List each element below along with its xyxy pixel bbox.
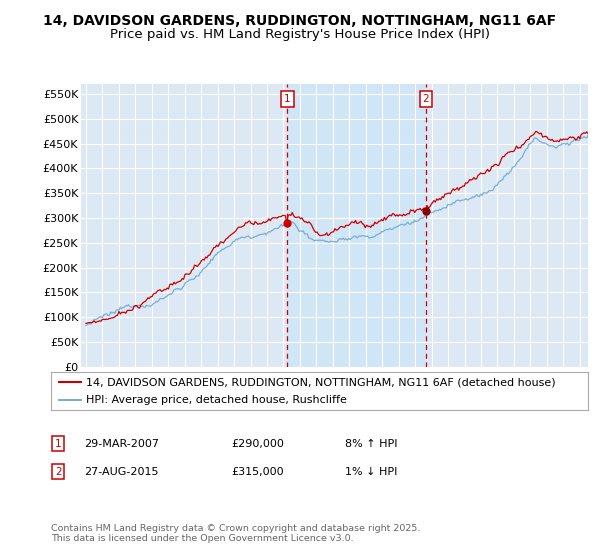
- Text: 27-AUG-2015: 27-AUG-2015: [84, 466, 158, 477]
- Text: 1: 1: [284, 94, 291, 104]
- Text: 2: 2: [55, 466, 62, 477]
- Text: 29-MAR-2007: 29-MAR-2007: [84, 438, 159, 449]
- Bar: [287, 84, 426, 367]
- Text: 1% ↓ HPI: 1% ↓ HPI: [345, 466, 397, 477]
- Text: 2: 2: [422, 94, 429, 104]
- Text: 14, DAVIDSON GARDENS, RUDDINGTON, NOTTINGHAM, NG11 6AF: 14, DAVIDSON GARDENS, RUDDINGTON, NOTTIN…: [43, 14, 557, 28]
- Text: 14, DAVIDSON GARDENS, RUDDINGTON, NOTTINGHAM, NG11 6AF (detached house): 14, DAVIDSON GARDENS, RUDDINGTON, NOTTIN…: [86, 377, 556, 387]
- Text: Price paid vs. HM Land Registry's House Price Index (HPI): Price paid vs. HM Land Registry's House …: [110, 28, 490, 41]
- Text: 1: 1: [55, 438, 62, 449]
- Text: HPI: Average price, detached house, Rushcliffe: HPI: Average price, detached house, Rush…: [86, 395, 347, 405]
- Text: £290,000: £290,000: [231, 438, 284, 449]
- Text: Contains HM Land Registry data © Crown copyright and database right 2025.
This d: Contains HM Land Registry data © Crown c…: [51, 524, 421, 543]
- Text: £315,000: £315,000: [231, 466, 284, 477]
- Text: 8% ↑ HPI: 8% ↑ HPI: [345, 438, 398, 449]
